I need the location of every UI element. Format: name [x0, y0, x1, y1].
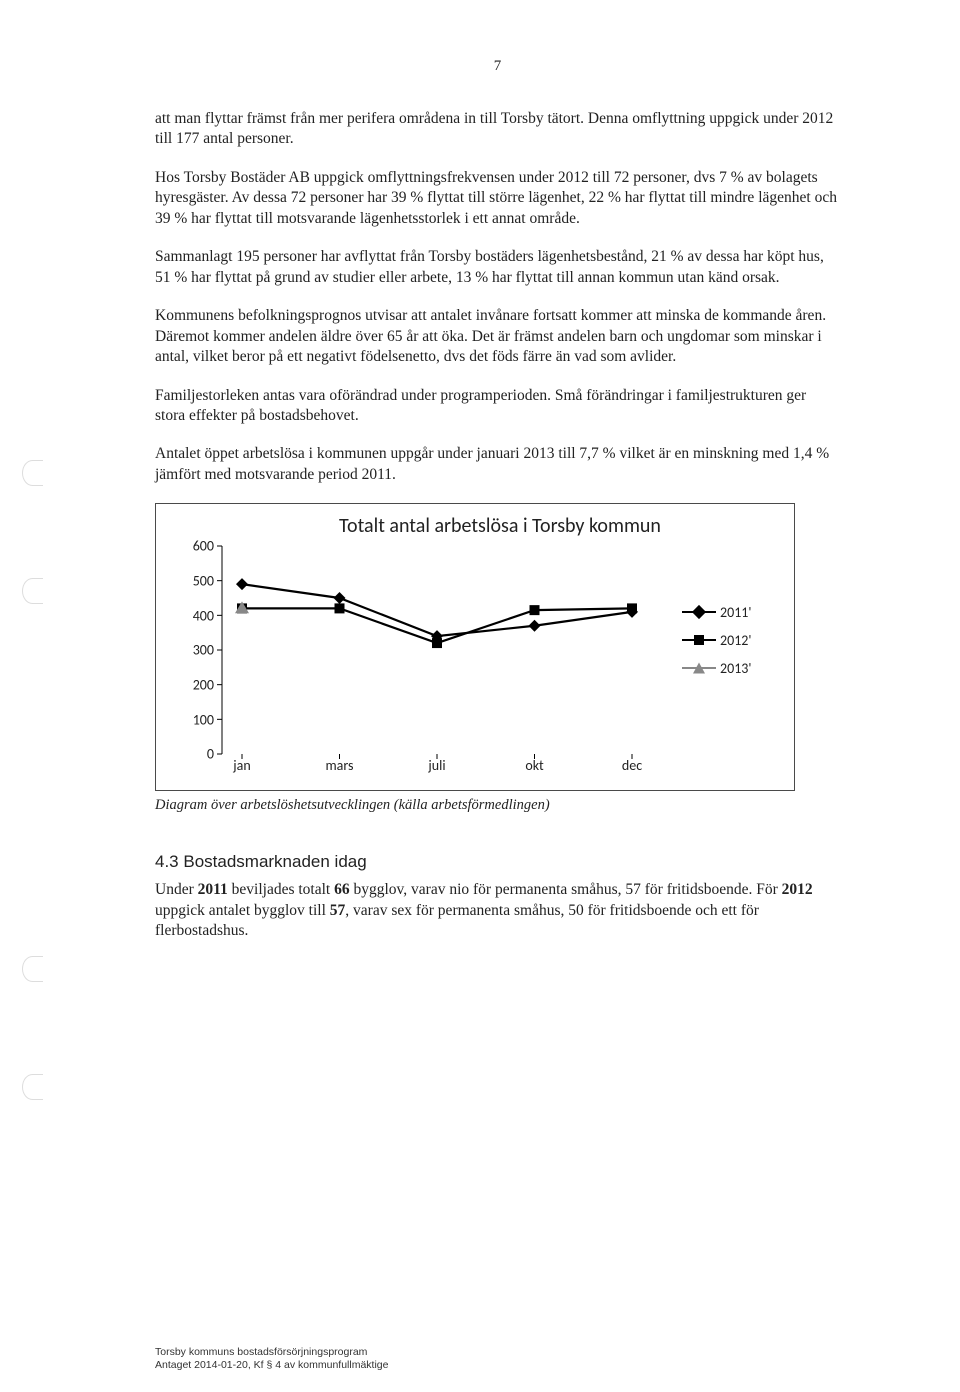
- y-tick-label: 400: [182, 607, 214, 624]
- x-tick-label: dec: [622, 757, 642, 774]
- section-heading: 4.3 Bostadsmarknaden idag: [155, 852, 840, 872]
- y-tick-label: 100: [182, 711, 214, 728]
- paragraph-5: Familjestorleken antas vara oförändrad u…: [155, 386, 840, 427]
- paragraph-2: Hos Torsby Bostäder AB uppgick omflyttni…: [155, 168, 840, 229]
- x-tick-label: juli: [428, 757, 445, 774]
- page-number: 7: [155, 58, 840, 75]
- page: 7 att man flyttar främst från mer perife…: [0, 0, 960, 1392]
- section-body: Under 2011 beviljades totalt 66 bygglov,…: [155, 880, 840, 941]
- chart-caption: Diagram över arbetslöshetsutvecklingen (…: [155, 797, 840, 814]
- legend-item-2011: 2011': [682, 598, 780, 626]
- y-tick-label: 0: [182, 746, 214, 763]
- scan-artifact: [22, 578, 43, 604]
- x-tick-label: jan: [233, 757, 250, 774]
- page-footer: Torsby kommuns bostadsförsörjningsprogra…: [155, 1346, 388, 1372]
- paragraph-4: Kommunens befolkningsprognos utvisar att…: [155, 306, 840, 367]
- paragraph-1: att man flyttar främst från mer perifera…: [155, 109, 840, 150]
- legend-item-2013: 2013': [682, 654, 780, 682]
- legend-label: 2012': [720, 632, 751, 649]
- legend-label: 2013': [720, 660, 751, 677]
- y-tick-label: 200: [182, 677, 214, 694]
- chart-plot-area: [222, 546, 652, 754]
- y-tick-label: 600: [182, 538, 214, 555]
- chart-title: Totalt antal arbetslösa i Torsby kommun: [156, 514, 794, 538]
- legend-label: 2011': [720, 604, 751, 621]
- footer-line-1: Torsby kommuns bostadsförsörjningsprogra…: [155, 1346, 388, 1359]
- scan-artifact: [22, 460, 43, 486]
- scan-artifact: [22, 956, 43, 982]
- paragraph-6: Antalet öppet arbetslösa i kommunen uppg…: [155, 444, 840, 485]
- footer-line-2: Antaget 2014-01-20, Kf § 4 av kommunfull…: [155, 1359, 388, 1372]
- unemployment-chart: Totalt antal arbetslösa i Torsby kommun …: [155, 503, 795, 791]
- y-tick-label: 500: [182, 573, 214, 590]
- scan-artifact: [22, 1074, 43, 1100]
- x-tick-label: mars: [325, 757, 353, 774]
- chart-legend: 2011' 2012' 2013': [682, 598, 780, 682]
- legend-item-2012: 2012': [682, 626, 780, 654]
- x-tick-label: okt: [525, 757, 543, 774]
- paragraph-3: Sammanlagt 195 personer har avflyttat fr…: [155, 247, 840, 288]
- y-tick-label: 300: [182, 642, 214, 659]
